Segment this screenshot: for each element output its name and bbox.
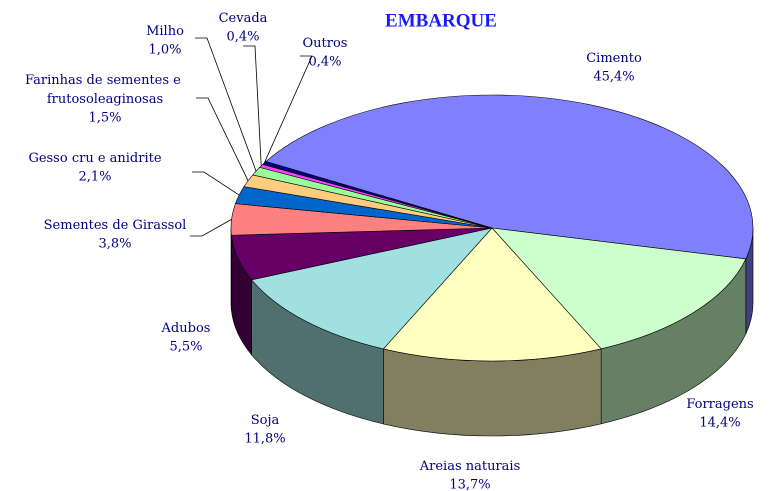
leader-line — [195, 37, 257, 172]
slice-label: Cevada — [219, 11, 268, 26]
slice — [265, 94, 754, 260]
value-label: 45,4% — [593, 70, 634, 85]
value-label: 0,4% — [308, 55, 341, 70]
value-label: 11,8% — [244, 432, 285, 447]
tops — [230, 94, 754, 362]
slice-label: Outros — [303, 36, 348, 51]
leader-line — [263, 55, 313, 164]
chart-title: EMBARQUE — [385, 10, 497, 31]
slice-label: Milho — [146, 24, 184, 39]
slice-label: Soja — [251, 413, 280, 428]
value-label: 2,1% — [78, 170, 111, 185]
slice — [262, 161, 493, 229]
value-label: 0,4% — [226, 30, 259, 45]
sides — [230, 227, 754, 437]
value-label: 1,5% — [88, 111, 121, 126]
slice — [491, 227, 747, 350]
slice-label: Gesso cru e anidrite — [28, 151, 161, 166]
leader-line — [190, 219, 232, 237]
leader-line — [196, 97, 249, 181]
slice-label: Cimento — [586, 51, 642, 66]
value-label: 14,4% — [699, 416, 740, 431]
slice-label: Farinhas de sementes e frutosoleaginosas — [25, 73, 185, 107]
slice-label: Forragens — [686, 397, 753, 412]
leader-line — [243, 45, 262, 166]
value-label: 3,8% — [98, 237, 131, 252]
value-label: 13,7% — [449, 478, 490, 491]
slice-label: Adubos — [161, 321, 211, 336]
slice-label: Areias naturais — [419, 459, 521, 474]
value-label: 1,0% — [148, 43, 181, 58]
slice — [251, 227, 493, 350]
slice-side — [383, 348, 602, 437]
slice-label: Sementes de Girassol — [44, 218, 187, 233]
value-label: 5,5% — [169, 340, 202, 355]
slice — [382, 227, 602, 362]
leader-line — [192, 171, 240, 196]
